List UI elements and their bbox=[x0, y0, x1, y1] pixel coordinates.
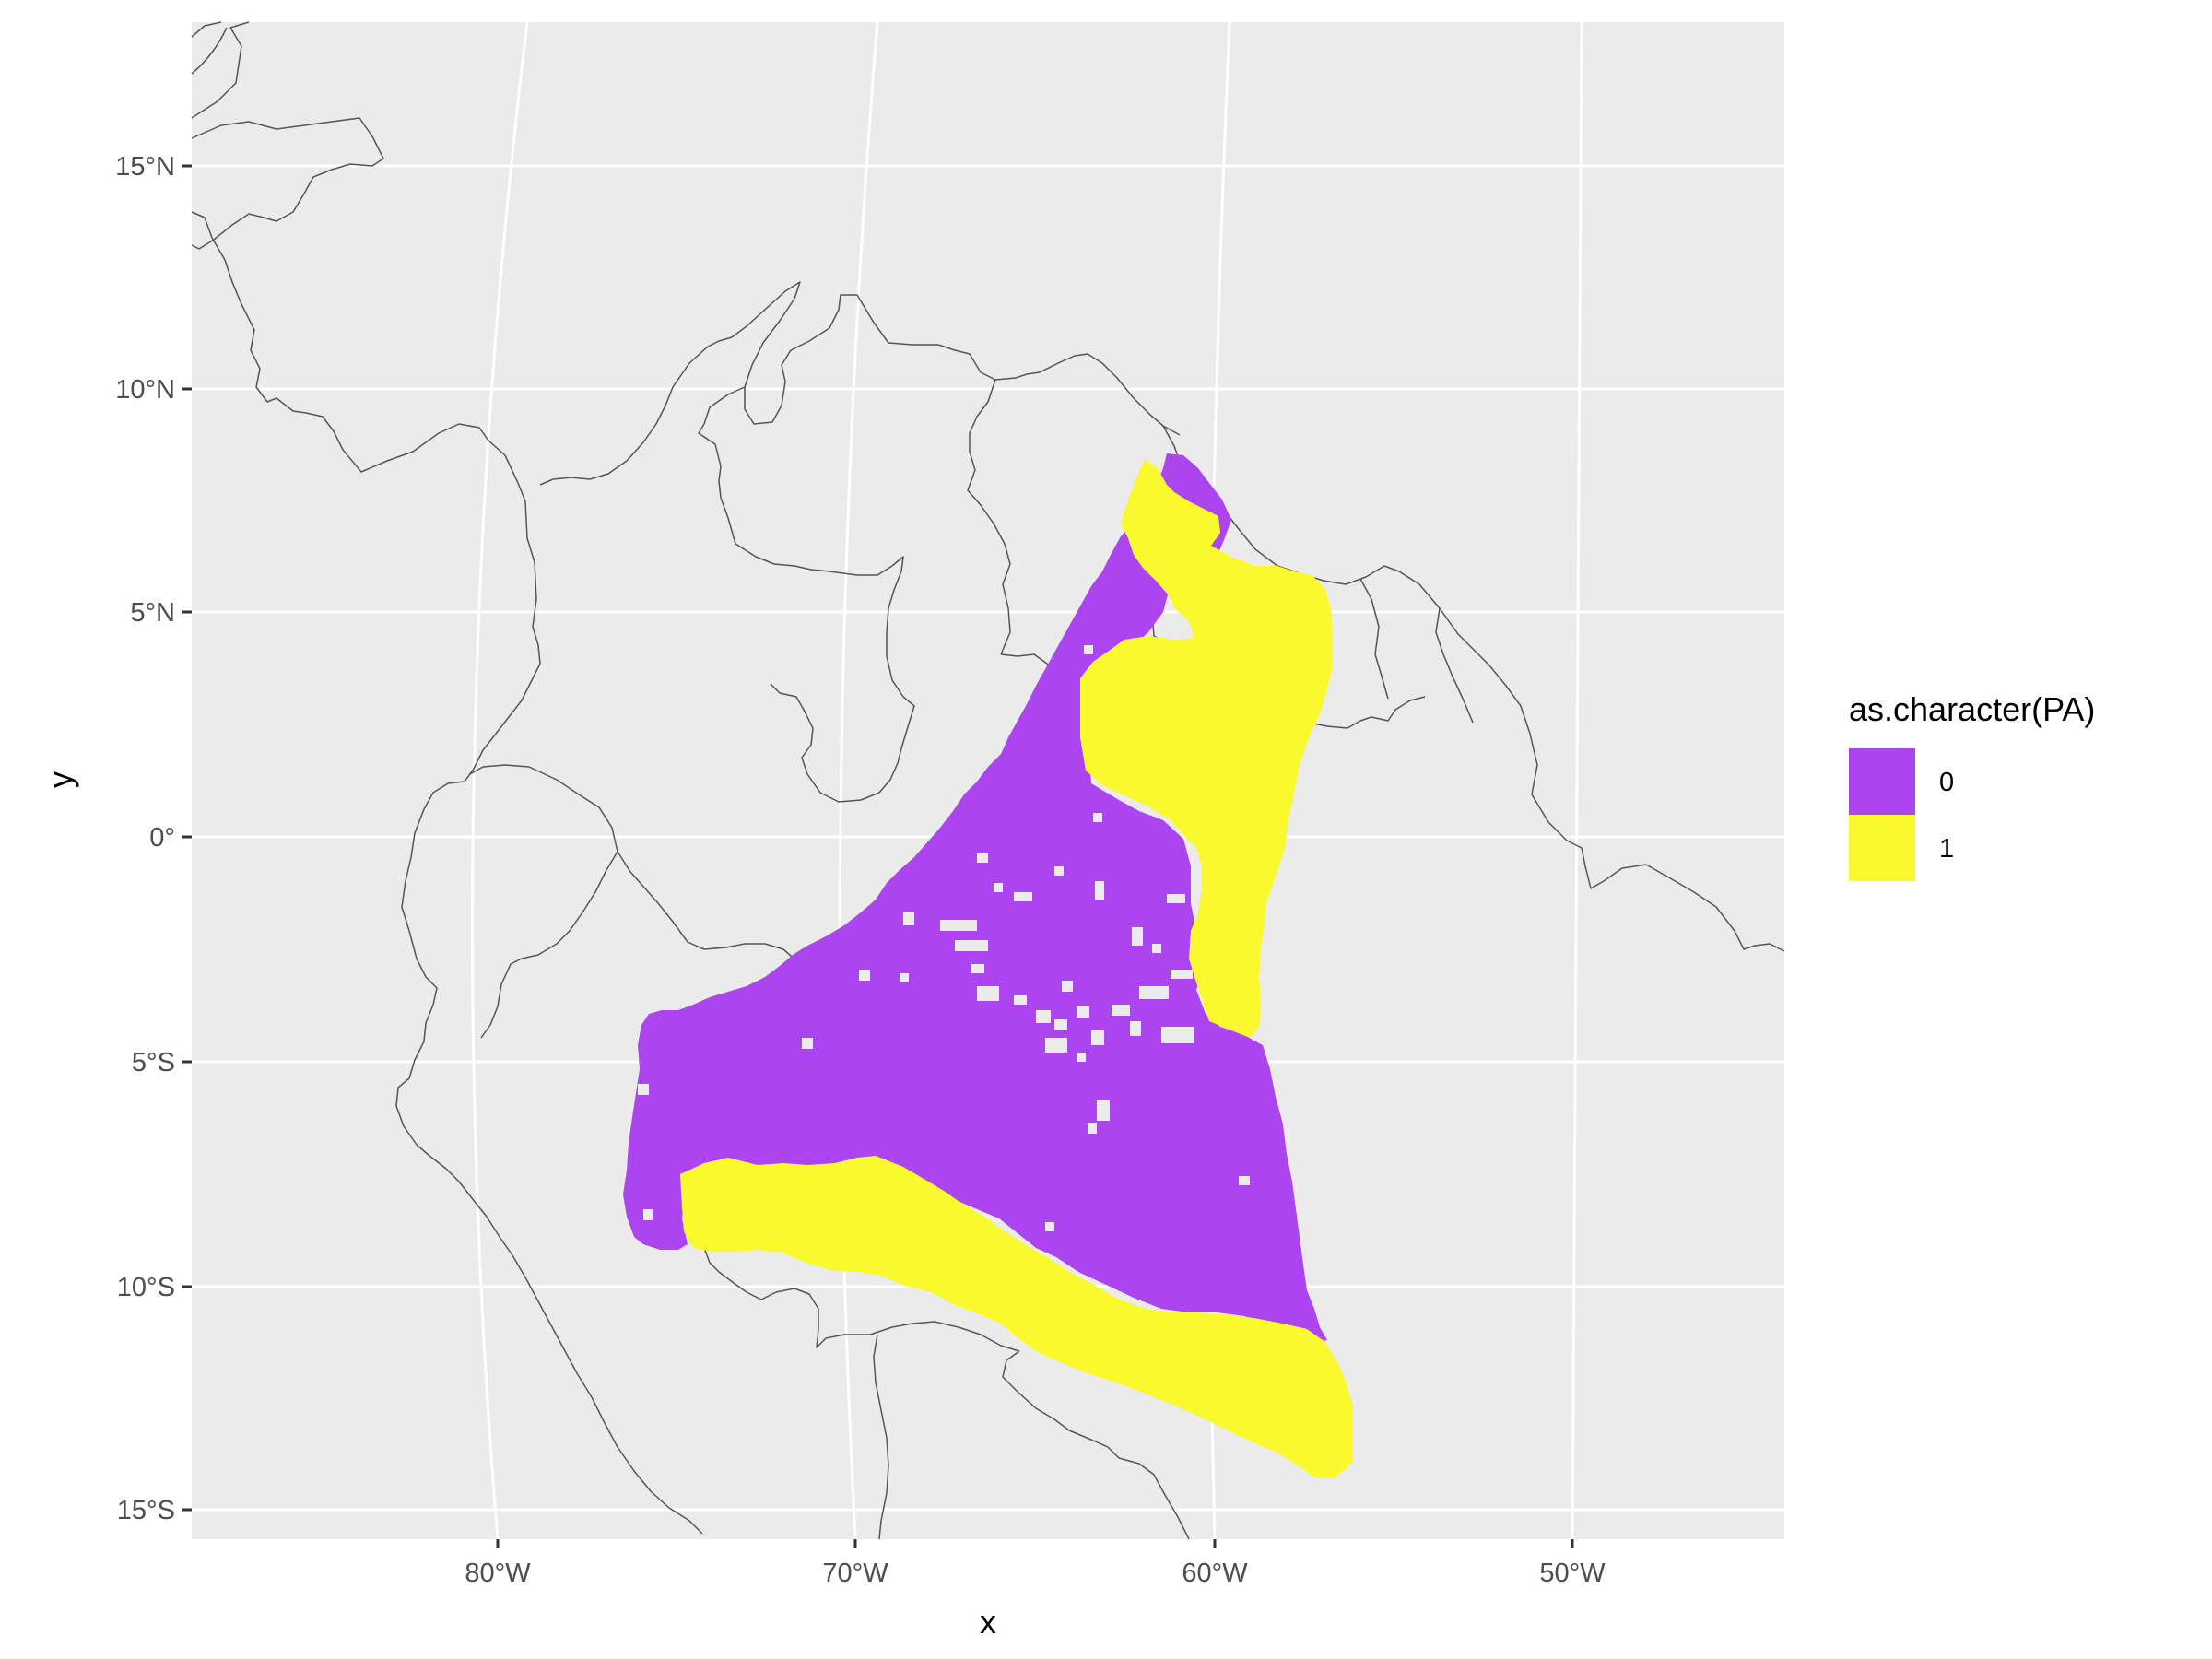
gap-cell bbox=[977, 853, 988, 863]
gap-cell bbox=[1088, 1123, 1097, 1134]
gap-cell bbox=[1054, 1019, 1067, 1030]
gap-cell bbox=[1095, 881, 1104, 900]
gap-cell bbox=[1132, 927, 1143, 946]
y-tick-label: 10°N bbox=[115, 375, 175, 405]
gap-cell bbox=[859, 970, 870, 981]
gap-cell bbox=[1077, 1053, 1086, 1062]
x-tick-label: 50°W bbox=[1539, 1559, 1606, 1588]
coastline-central-america-gulf bbox=[191, 21, 384, 250]
legend-label-0: 0 bbox=[1939, 768, 1954, 797]
y-axis-title: y bbox=[41, 771, 79, 788]
x-axis-title: x bbox=[980, 1603, 996, 1641]
gap-cell bbox=[1112, 1005, 1130, 1016]
y-tick-labels: 15°N 10°N 5°N 0° 5°S 10°S 15°S bbox=[115, 152, 175, 1525]
gap-cell bbox=[900, 973, 909, 982]
legend: as.character(PA) 0 1 bbox=[1849, 690, 2095, 881]
y-tick-label: 5°S bbox=[132, 1048, 175, 1077]
coastline-guianas-brazil bbox=[1162, 425, 1785, 952]
gap-cell bbox=[940, 920, 977, 931]
x-tick-label: 60°W bbox=[1182, 1559, 1248, 1588]
gap-cell bbox=[1036, 1010, 1051, 1023]
gap-cell bbox=[903, 912, 914, 925]
border-bolivia bbox=[873, 1334, 1190, 1540]
y-tick-label: 0° bbox=[149, 823, 175, 853]
pa-raster bbox=[623, 453, 1353, 1478]
gap-cell bbox=[1161, 1027, 1194, 1043]
gap-cell bbox=[1077, 1006, 1089, 1018]
axis-ticks bbox=[182, 164, 1574, 1548]
gap-cell bbox=[1091, 1030, 1104, 1045]
gap-cell bbox=[955, 940, 988, 951]
gap-cell bbox=[1093, 813, 1102, 822]
legend-title: as.character(PA) bbox=[1849, 690, 2095, 728]
coastline-caribbean-south-america bbox=[539, 281, 1181, 486]
gap-cell bbox=[1045, 1222, 1054, 1231]
x-tick-labels: 80°W 70°W 60°W 50°W bbox=[465, 1559, 1606, 1588]
gap-cell bbox=[1139, 986, 1169, 999]
gap-cell bbox=[1152, 944, 1161, 953]
gap-cell bbox=[1171, 970, 1193, 979]
gap-cell bbox=[1014, 892, 1032, 901]
gap-cell bbox=[1014, 995, 1027, 1005]
pa-region-presence-north bbox=[1080, 459, 1333, 1038]
gap-cell bbox=[638, 1084, 649, 1095]
coastline-pacific-central-america bbox=[191, 211, 703, 1535]
y-tick-label: 15°S bbox=[117, 1496, 175, 1525]
border-colombia-venezuela bbox=[698, 386, 915, 803]
border-ecuador-peru bbox=[469, 764, 618, 1039]
gap-cell bbox=[1054, 866, 1064, 876]
gap-cell bbox=[1167, 894, 1185, 903]
gap-cell bbox=[643, 1209, 653, 1220]
pa-region-absence bbox=[623, 453, 1327, 1342]
gridline-lon-50w bbox=[1571, 21, 1583, 1540]
gap-cell bbox=[1062, 981, 1073, 992]
legend-key-1 bbox=[1849, 815, 1915, 881]
pa-raster-gaps bbox=[638, 645, 1250, 1231]
gridline-lon-70w bbox=[838, 21, 879, 1540]
legend-label-1: 1 bbox=[1939, 834, 1954, 864]
border-brazil-interior bbox=[967, 379, 1011, 655]
pa-region-presence-south bbox=[680, 1156, 1353, 1478]
gridline-lon-80w bbox=[470, 21, 529, 1540]
gap-cell bbox=[1045, 1038, 1067, 1053]
y-tick-label: 5°N bbox=[130, 598, 175, 628]
gap-cell bbox=[977, 986, 999, 1001]
y-tick-label: 10°S bbox=[117, 1273, 175, 1302]
y-tick-label: 15°N bbox=[115, 152, 175, 182]
legend-key-0 bbox=[1849, 748, 1915, 815]
gap-cell bbox=[1130, 1021, 1141, 1036]
gap-cell bbox=[1097, 1100, 1110, 1121]
gap-cell bbox=[994, 883, 1003, 892]
gap-cell bbox=[1239, 1176, 1250, 1185]
x-tick-label: 80°W bbox=[465, 1559, 531, 1588]
gap-cell bbox=[802, 1038, 813, 1049]
gap-cell bbox=[971, 964, 984, 973]
x-tick-label: 70°W bbox=[822, 1559, 888, 1588]
gap-cell bbox=[1084, 645, 1093, 654]
